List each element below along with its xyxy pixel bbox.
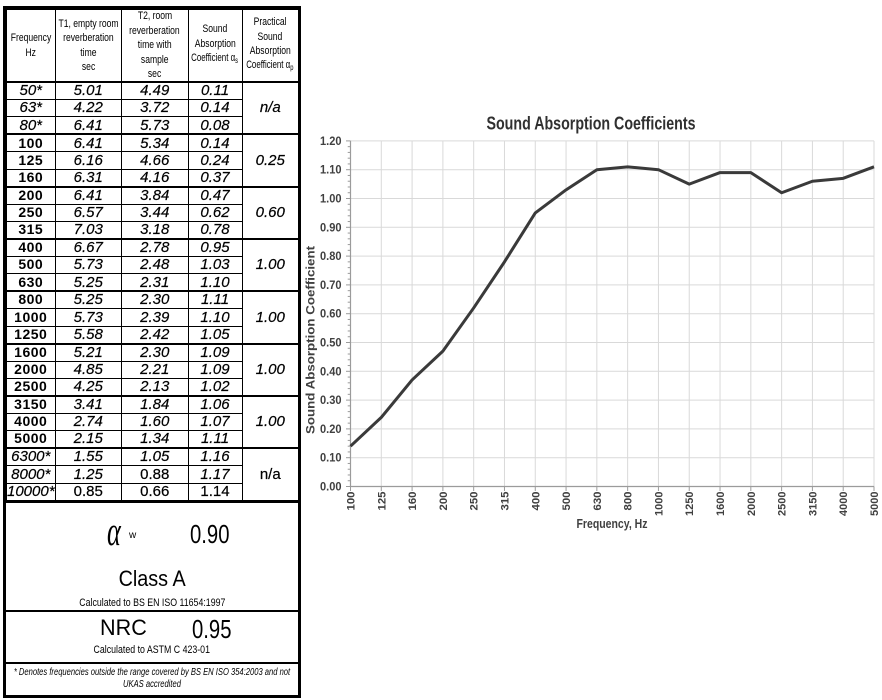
svg-text:0.10: 0.10 [320, 451, 342, 465]
svg-text:2500: 2500 [777, 492, 789, 517]
svg-text:400: 400 [530, 492, 542, 511]
svg-text:250: 250 [469, 492, 481, 511]
svg-text:1250: 1250 [684, 492, 696, 517]
svg-text:800: 800 [623, 492, 635, 511]
svg-text:3150: 3150 [807, 492, 819, 517]
svg-text:Sound Absorption Coefficient: Sound Absorption Coefficient [306, 246, 318, 434]
svg-text:200: 200 [438, 492, 450, 511]
svg-text:315: 315 [499, 492, 511, 511]
svg-text:1000: 1000 [653, 492, 665, 517]
svg-text:500: 500 [561, 492, 573, 511]
svg-text:160: 160 [407, 492, 419, 511]
svg-text:0.90: 0.90 [320, 220, 342, 234]
svg-text:Frequency, Hz: Frequency, Hz [577, 517, 648, 531]
svg-text:4000: 4000 [838, 492, 850, 517]
svg-text:2000: 2000 [746, 492, 758, 517]
svg-text:100: 100 [346, 492, 358, 511]
svg-text:630: 630 [592, 492, 604, 511]
svg-text:Sound Absorption Coefficients: Sound Absorption Coefficients [487, 114, 696, 134]
svg-text:0.00: 0.00 [320, 480, 342, 494]
svg-text:125: 125 [376, 492, 388, 511]
svg-text:1.20: 1.20 [320, 134, 342, 148]
svg-text:0.30: 0.30 [320, 393, 342, 407]
svg-text:0.60: 0.60 [320, 307, 342, 321]
svg-text:0.20: 0.20 [320, 422, 342, 436]
svg-text:1600: 1600 [715, 492, 727, 517]
svg-text:0.80: 0.80 [320, 249, 342, 263]
svg-text:0.50: 0.50 [320, 336, 342, 350]
svg-text:5000: 5000 [869, 492, 881, 517]
svg-text:1.10: 1.10 [320, 163, 342, 177]
svg-text:1.00: 1.00 [320, 192, 342, 206]
svg-text:0.70: 0.70 [320, 278, 342, 292]
svg-text:0.40: 0.40 [320, 364, 342, 378]
